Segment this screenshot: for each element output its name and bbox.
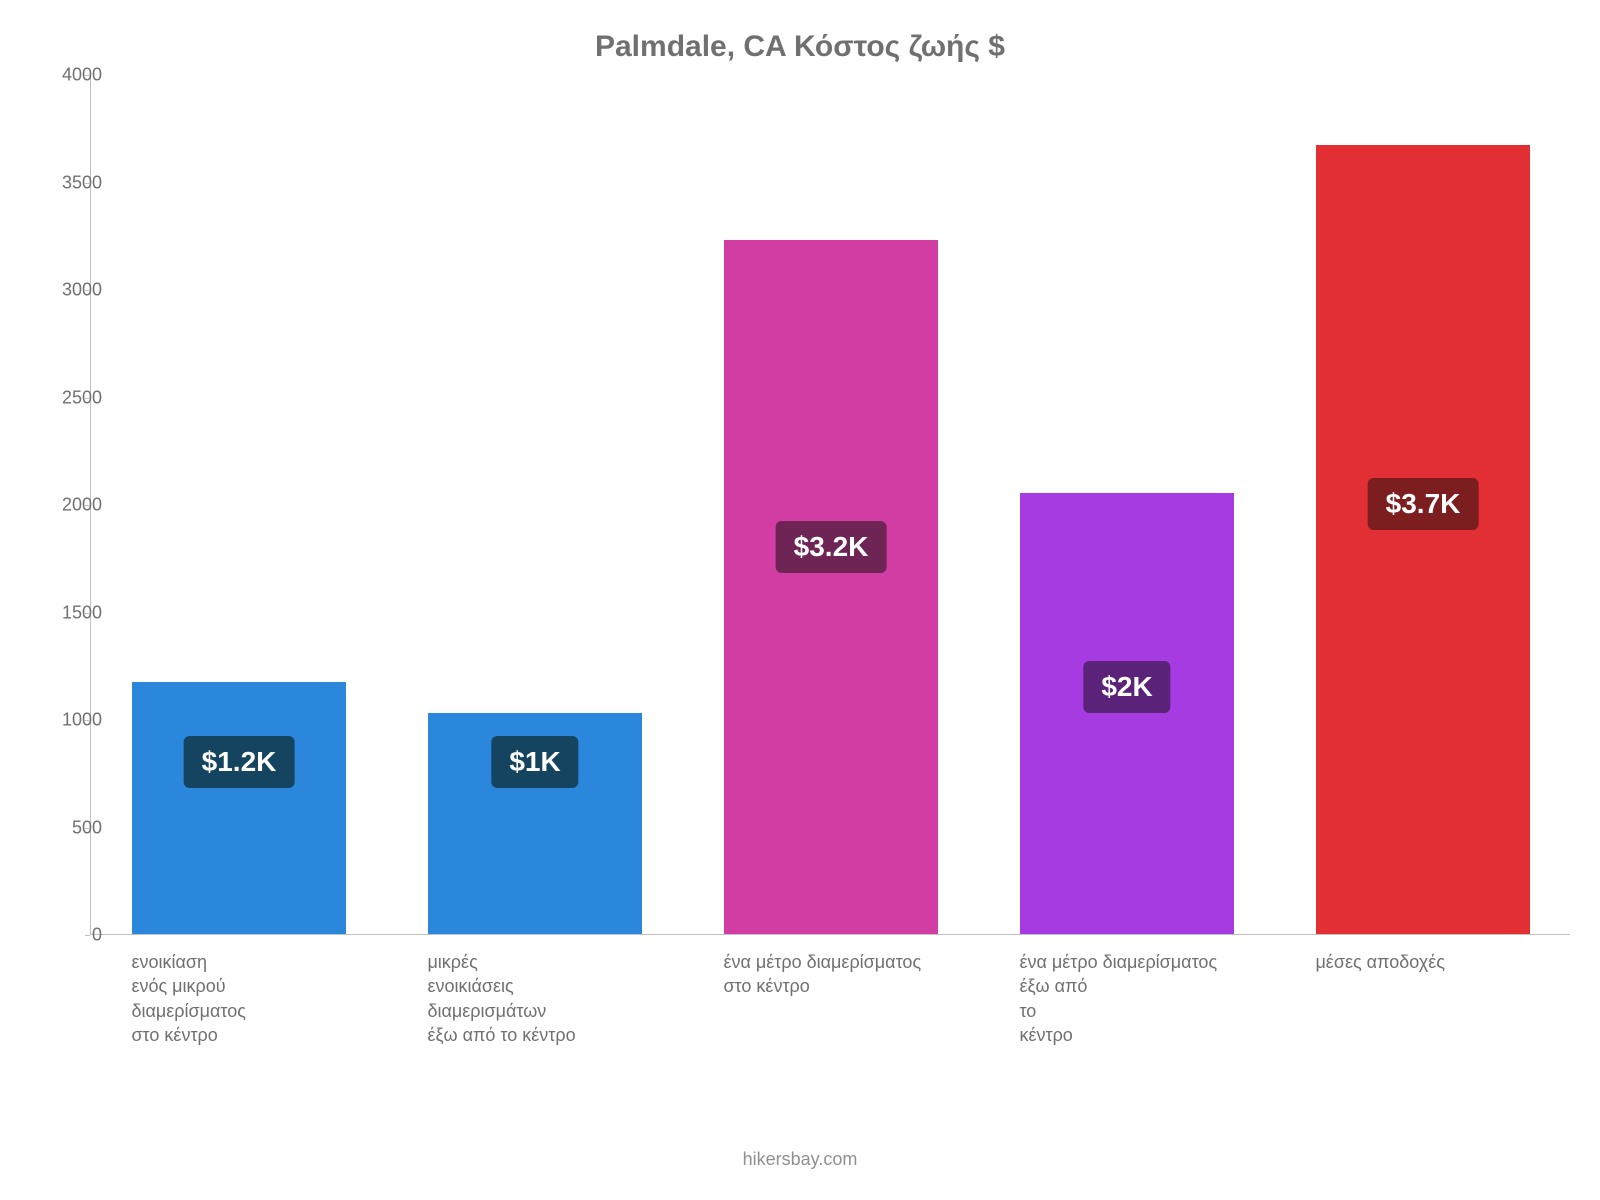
x-axis-category-line: έξω από [1019, 976, 1087, 996]
y-axis-tick-mark [85, 613, 90, 614]
y-axis-tick-mark [85, 290, 90, 291]
x-axis-category-line: κέντρο [1019, 1025, 1072, 1045]
x-axis-category-line: μέσες αποδοχές [1315, 952, 1444, 972]
bar-value-badge: $3.2K [776, 521, 887, 573]
x-axis-category-line: ενοικιάσεις [427, 976, 513, 996]
bar [132, 682, 345, 934]
y-axis-tick-label: 1000 [22, 710, 102, 731]
y-axis-tick-label: 2500 [22, 387, 102, 408]
plot-area: $1.2K $1K $3.2K $2K $3.7K [90, 75, 1570, 935]
x-axis-category-line: διαμερισμάτων [427, 1001, 546, 1021]
x-axis-category-label: ένα μέτρο διαμερίσματος στο κέντρο [723, 950, 1019, 999]
y-axis-tick-label: 3500 [22, 172, 102, 193]
x-axis-category-line: έξω από το κέντρο [427, 1025, 575, 1045]
bar-value-badge: $2K [1083, 661, 1170, 713]
y-axis-tick-mark [85, 398, 90, 399]
bar-value-badge: $1K [491, 736, 578, 788]
bar [724, 240, 937, 934]
y-axis-tick-mark [85, 935, 90, 936]
x-axis-category-label: μικρές ενοικιάσεις διαμερισμάτων έξω από το… [427, 950, 723, 1047]
y-axis-tick-label: 3000 [22, 280, 102, 301]
x-axis-category-line: ενοικίαση [131, 952, 207, 972]
cost-of-living-chart: Palmdale, CA Κόστος ζωής $ $1.2K $1K $3.2K… [0, 0, 1600, 1200]
bar-value-badge: $3.7K [1368, 478, 1479, 530]
y-axis-tick-mark [85, 75, 90, 76]
x-axis-category-line: ένα μέτρο διαμερίσματος [1019, 952, 1217, 972]
x-axis-category-label: μέσες αποδοχές [1315, 950, 1600, 974]
bar-value-badge: $1.2K [184, 736, 295, 788]
x-axis-category-line: διαμερίσματος [131, 1001, 246, 1021]
bar [1020, 493, 1233, 934]
y-axis-tick-label: 2000 [22, 495, 102, 516]
y-axis-tick-label: 500 [22, 817, 102, 838]
x-axis-category-line: στο κέντρο [131, 1025, 217, 1045]
y-axis-tick-mark [85, 505, 90, 506]
x-axis-category-label: ενοικίαση ενός μικρού διαμερίσματος στο κέν… [131, 950, 427, 1047]
x-axis-category-line: το [1019, 1001, 1036, 1021]
x-axis-labels: ενοικίαση ενός μικρού διαμερίσματος στο κέν… [90, 950, 1570, 1140]
y-axis-tick-mark [85, 720, 90, 721]
y-axis-tick-mark [85, 183, 90, 184]
x-axis-category-label: ένα μέτρο διαμερίσματος έξω από το κέντρο [1019, 950, 1315, 1047]
x-axis-category-line: στο κέντρο [723, 976, 809, 996]
y-axis-tick-mark [85, 828, 90, 829]
x-axis-category-line: ενός μικρού [131, 976, 225, 996]
y-axis-tick-label: 1500 [22, 602, 102, 623]
footer-attribution: hikersbay.com [0, 1149, 1600, 1170]
y-axis-tick-label: 0 [22, 925, 102, 946]
y-axis-tick-label: 4000 [22, 65, 102, 86]
x-axis-category-line: μικρές [427, 952, 477, 972]
bar [1316, 145, 1529, 934]
chart-title: Palmdale, CA Κόστος ζωής $ [0, 30, 1600, 64]
x-axis-category-line: ένα μέτρο διαμερίσματος [723, 952, 921, 972]
